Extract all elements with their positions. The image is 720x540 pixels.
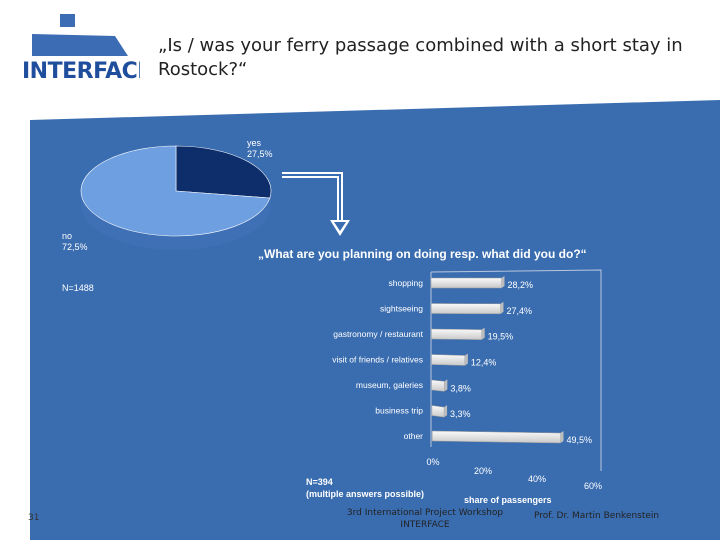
pie-sample-size: N=1488: [62, 283, 94, 293]
bar-value-label: 12,4%: [471, 358, 497, 368]
logo-text: INTERFACE: [22, 59, 140, 82]
bar-value-label: 28,2%: [508, 280, 534, 290]
footer-event-line1: 3rd International Project Workshop: [346, 508, 504, 518]
bar-value-label: 27,4%: [506, 306, 532, 316]
bar-value-label: 3,3%: [450, 409, 471, 419]
footer-author: Prof. Dr. Martin Benkenstein: [534, 511, 660, 521]
bar-category-label: shopping: [388, 278, 423, 288]
bar-multiple-answers-note: (multiple answers possible): [306, 489, 425, 499]
footer-event: 3rd International Project Workshop INTER…: [320, 507, 530, 531]
arrow-down-icon: [282, 172, 350, 236]
question-2-title: „What are you planning on doing resp. wh…: [258, 247, 587, 261]
pie-slice-yes: [175, 145, 272, 199]
interface-logo: INTERFACE: [22, 14, 140, 82]
bar-value-label: 49,5%: [567, 435, 593, 445]
footer-event-line2: INTERFACE: [400, 520, 450, 530]
bar-cap: [500, 301, 504, 314]
bar-cap: [560, 431, 564, 444]
bar-x-axis-title: share of passengers: [464, 495, 552, 505]
bar-footnote: N=394 (multiple answers possible): [306, 476, 446, 500]
bar-museum-galeries: [431, 379, 445, 392]
slide-title: „Is / was your ferry passage combined wi…: [158, 35, 683, 80]
bar-x-tick-label: 40%: [528, 474, 546, 484]
bar-shopping: [430, 277, 502, 289]
pie-label-yes-name: yes: [247, 138, 262, 148]
bar-cap: [464, 353, 468, 366]
bar-category-label: visit of friends / relatives: [332, 355, 423, 365]
bar-other: [431, 430, 561, 444]
bar-value-label: 3,8%: [450, 383, 471, 393]
bar-category-label: business trip: [375, 406, 423, 416]
bar-category-label: sightseeing: [380, 304, 423, 314]
bar-gastronomy-restaurant: [431, 328, 482, 340]
bar-sightseeing: [430, 303, 501, 315]
pie-label-yes-value: 27,5%: [247, 149, 273, 159]
bar-x-tick-label: 0%: [426, 457, 439, 467]
bar-cap: [501, 276, 505, 288]
bar-category-label: museum, galeries: [356, 380, 423, 390]
bar-plot-frame: [430, 269, 602, 471]
bar-visit-of-friends-relatives: [431, 354, 466, 366]
pie-label-yes: yes 27,5%: [247, 138, 273, 160]
bar-cap: [481, 327, 485, 340]
pie-label-no: no 72,5%: [62, 231, 88, 253]
bar-cap: [444, 405, 448, 418]
bar-sample-size: N=394: [306, 477, 333, 487]
bar-x-tick-label: 60%: [584, 481, 602, 491]
pie-label-no-value: 72,5%: [62, 242, 88, 252]
bar-cap: [444, 379, 448, 392]
bar-x-tick-label: 20%: [474, 466, 492, 476]
bar-category-label: gastronomy / restaurant: [333, 329, 423, 339]
page-number: 31: [28, 513, 40, 523]
bar-category-label: other: [404, 431, 424, 441]
pie-slice-no: [80, 145, 271, 237]
bar-business-trip: [431, 405, 445, 418]
bar-value-label: 19,5%: [488, 332, 514, 342]
pie-label-no-name: no: [62, 231, 73, 241]
